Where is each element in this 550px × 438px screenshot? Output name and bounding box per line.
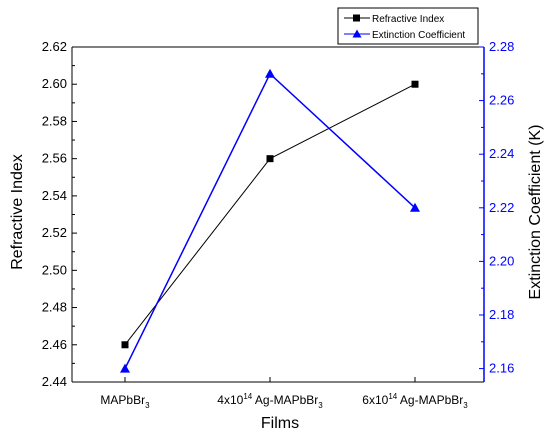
- left-tick-label: 2.60: [42, 76, 67, 91]
- right-tick-label: 2.18: [489, 307, 514, 322]
- right-tick-label: 2.22: [489, 200, 514, 215]
- left-tick-label: 2.54: [42, 188, 67, 203]
- left-tick-label: 2.52: [42, 225, 67, 240]
- left-tick-label: 2.58: [42, 113, 67, 128]
- left-tick-label: 2.48: [42, 300, 67, 315]
- data-point-square: [121, 341, 129, 349]
- right-axis-title: Extinction Coefficient (K): [527, 125, 544, 300]
- x-tick-label: 6x1014 Ag-MAPbBr3: [362, 392, 468, 410]
- plot-frame-group: [71, 46, 485, 383]
- right-tick-label: 2.28: [489, 39, 514, 54]
- left-tick-label: 2.46: [42, 337, 67, 352]
- right-axis-ticks: 2.16 2.18 2.20 2.22 2.24 2.26 2.28: [479, 39, 514, 376]
- x-axis-ticks: MAPbBr3 4x1014 Ag-MAPbBr3 6x1014 Ag-MAPbBr…: [100, 377, 468, 410]
- legend-box: [337, 7, 479, 45]
- right-tick-label: 2.26: [489, 93, 514, 108]
- left-axis-title: Refractive Index: [9, 154, 26, 270]
- series-line-0: [124, 83, 416, 346]
- right-tick-label: 2.20: [489, 253, 514, 268]
- left-axis-ticks: 2.44 2.46 2.48 2.50 2.52 2.54 2.56 2.58 2.60 2.62: [42, 39, 77, 389]
- series-group: [120, 68, 420, 373]
- right-tick-label: 2.24: [489, 146, 514, 161]
- legend-label-refractive: Refractive Index: [372, 14, 444, 25]
- left-tick-label: 2.44: [42, 374, 67, 389]
- legend: Refractive Index Extinction Coefficient: [337, 7, 479, 45]
- data-point-triangle: [265, 68, 275, 78]
- data-point-square: [266, 155, 274, 163]
- left-tick-label: 2.56: [42, 151, 67, 166]
- data-point-triangle: [120, 363, 130, 373]
- legend-marker-extinction: [352, 29, 362, 38]
- left-tick-label: 2.62: [42, 39, 67, 54]
- legend-label-extinction: Extinction Coefficient: [372, 30, 465, 41]
- legend-marker-refractive: [353, 14, 360, 22]
- x-tick-label: 4x1014 Ag-MAPbBr3: [217, 392, 323, 410]
- data-point-square: [411, 80, 419, 88]
- series-line-1: [124, 72, 416, 369]
- right-tick-label: 2.16: [489, 361, 514, 376]
- x-axis-title: Films: [261, 415, 299, 432]
- x-tick-label: MAPbBr3: [100, 393, 150, 410]
- left-tick-label: 2.50: [42, 262, 67, 277]
- data-point-triangle: [410, 202, 420, 212]
